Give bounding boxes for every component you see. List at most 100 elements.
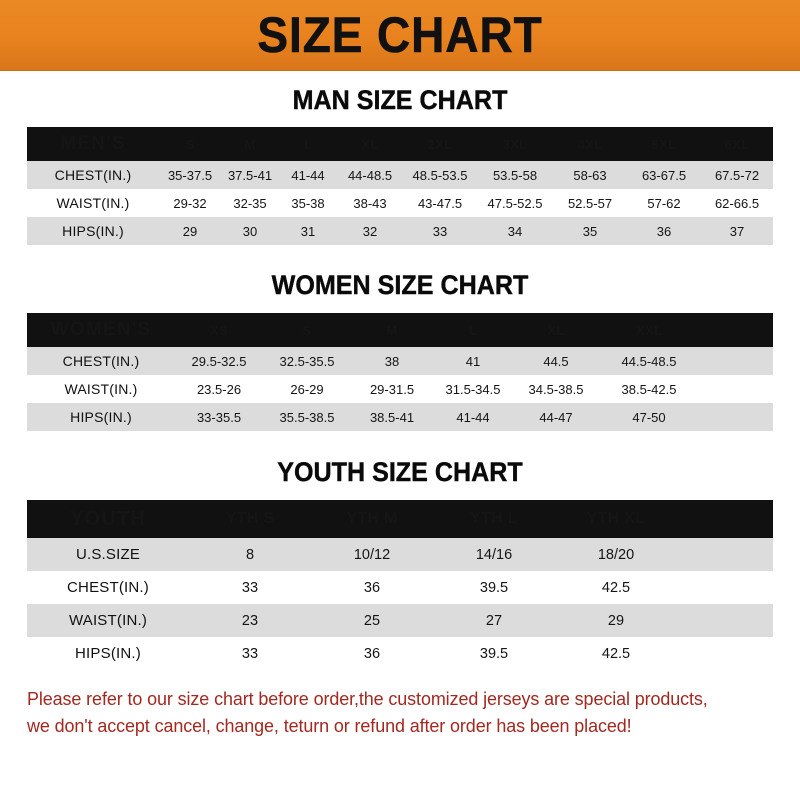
women-chest-4: 44.5: [513, 347, 599, 375]
table-row: WAIST(IN.) 23 25 27 29: [27, 604, 773, 637]
youth-waist-3: 29: [555, 604, 677, 637]
table-row: WAIST(IN.) 23.5-26 26-29 29-31.5 31.5-34…: [27, 375, 773, 403]
youth-chest-0: 33: [189, 571, 311, 604]
men-waist-0: 29-32: [159, 189, 221, 217]
men-chest-2: 41-44: [279, 161, 337, 189]
youth-chest-4: [677, 571, 773, 604]
men-size-table: MEN'S S M L XL 2XL 3XL 4XL 5XL 6XL CHEST…: [27, 127, 773, 245]
youth-header-row: YOUTH YTH S YTH M YTH L YTH XL: [27, 500, 773, 538]
youth-row-label-ussize: U.S.SIZE: [27, 538, 189, 571]
men-waist-8: 62-66.5: [701, 189, 773, 217]
youth-chest-3: 42.5: [555, 571, 677, 604]
men-size-col-6: 4XL: [553, 127, 627, 161]
men-hips-2: 31: [279, 217, 337, 245]
men-waist-5: 47.5-52.5: [477, 189, 553, 217]
youth-size-col-4: [677, 500, 773, 538]
section-men: MAN SIZE CHART MEN'S S M L XL 2XL 3XL 4X…: [0, 85, 800, 245]
youth-waist-0: 23: [189, 604, 311, 637]
men-hips-6: 35: [553, 217, 627, 245]
men-size-col-5: 3XL: [477, 127, 553, 161]
section-title-men: MAN SIZE CHART: [292, 85, 508, 115]
men-size-col-2: L: [279, 127, 337, 161]
men-hips-4: 33: [403, 217, 477, 245]
youth-hips-0: 33: [189, 637, 311, 670]
women-waist-6: [699, 375, 773, 403]
youth-chest-2: 39.5: [433, 571, 555, 604]
youth-hips-3: 42.5: [555, 637, 677, 670]
men-chest-4: 48.5-53.5: [403, 161, 477, 189]
men-hips-7: 36: [627, 217, 701, 245]
men-waist-2: 35-38: [279, 189, 337, 217]
men-chest-6: 58-63: [553, 161, 627, 189]
men-hips-3: 32: [337, 217, 403, 245]
youth-hips-2: 39.5: [433, 637, 555, 670]
women-hips-4: 44-47: [513, 403, 599, 431]
table-row: CHEST(IN.) 35-37.5 37.5-41 41-44 44-48.5…: [27, 161, 773, 189]
men-row-label-waist: WAIST(IN.): [27, 189, 159, 217]
women-row-label-waist: WAIST(IN.): [27, 375, 175, 403]
section-title-women: WOMEN SIZE CHART: [271, 270, 529, 300]
men-size-col-8: 6XL: [701, 127, 773, 161]
women-hips-5: 47-50: [599, 403, 699, 431]
women-waist-4: 34.5-38.5: [513, 375, 599, 403]
men-size-col-7: 5XL: [627, 127, 701, 161]
women-size-col-3: L: [433, 313, 513, 347]
youth-size-table: YOUTH YTH S YTH M YTH L YTH XL U.S.SIZE …: [27, 500, 773, 670]
women-waist-2: 29-31.5: [351, 375, 433, 403]
women-waist-0: 23.5-26: [175, 375, 263, 403]
women-size-col-6: [699, 313, 773, 347]
women-chest-1: 32.5-35.5: [263, 347, 351, 375]
youth-row-label-header: YOUTH: [27, 500, 189, 538]
men-hips-5: 34: [477, 217, 553, 245]
men-size-col-0: S: [159, 127, 221, 161]
women-size-col-4: XL: [513, 313, 599, 347]
youth-row-label-chest: CHEST(IN.): [27, 571, 189, 604]
women-hips-6: [699, 403, 773, 431]
page-title: SIZE CHART: [257, 7, 543, 63]
women-row-label-hips: HIPS(IN.): [27, 403, 175, 431]
women-hips-0: 33-35.5: [175, 403, 263, 431]
men-waist-6: 52.5-57: [553, 189, 627, 217]
women-size-col-1: S: [263, 313, 351, 347]
footer-disclaimer: Please refer to our size chart before or…: [27, 686, 751, 740]
women-hips-3: 41-44: [433, 403, 513, 431]
men-size-col-1: M: [221, 127, 279, 161]
men-chest-5: 53.5-58: [477, 161, 553, 189]
men-hips-1: 30: [221, 217, 279, 245]
women-size-col-0: XS: [175, 313, 263, 347]
youth-row-label-hips: HIPS(IN.): [27, 637, 189, 670]
footer-line-2: we don't accept cancel, change, teturn o…: [27, 714, 632, 736]
women-waist-5: 38.5-42.5: [599, 375, 699, 403]
women-size-col-2: M: [351, 313, 433, 347]
women-chest-3: 41: [433, 347, 513, 375]
youth-size-col-0: YTH S: [189, 500, 311, 538]
table-row: HIPS(IN.) 33-35.5 35.5-38.5 38.5-41 41-4…: [27, 403, 773, 431]
youth-ussize-1: 10/12: [311, 538, 433, 571]
men-header-row: MEN'S S M L XL 2XL 3XL 4XL 5XL 6XL: [27, 127, 773, 161]
women-header-row: WOMEN'S XS S M L XL XXL: [27, 313, 773, 347]
table-row: HIPS(IN.) 33 36 39.5 42.5: [27, 637, 773, 670]
men-chest-1: 37.5-41: [221, 161, 279, 189]
youth-size-col-3: YTH XL: [555, 500, 677, 538]
men-chest-8: 67.5-72: [701, 161, 773, 189]
youth-chest-1: 36: [311, 571, 433, 604]
youth-size-col-1: YTH M: [311, 500, 433, 538]
men-hips-0: 29: [159, 217, 221, 245]
women-chest-0: 29.5-32.5: [175, 347, 263, 375]
youth-hips-4: [677, 637, 773, 670]
men-waist-4: 43-47.5: [403, 189, 477, 217]
men-waist-1: 32-35: [221, 189, 279, 217]
men-waist-3: 38-43: [337, 189, 403, 217]
women-chest-5: 44.5-48.5: [599, 347, 699, 375]
table-row: U.S.SIZE 8 10/12 14/16 18/20: [27, 538, 773, 571]
table-row: CHEST(IN.) 33 36 39.5 42.5: [27, 571, 773, 604]
women-waist-1: 26-29: [263, 375, 351, 403]
women-chest-6: [699, 347, 773, 375]
section-youth: YOUTH SIZE CHART YOUTH YTH S YTH M YTH L…: [0, 457, 800, 670]
youth-ussize-2: 14/16: [433, 538, 555, 571]
table-row: CHEST(IN.) 29.5-32.5 32.5-35.5 38 41 44.…: [27, 347, 773, 375]
youth-row-label-waist: WAIST(IN.): [27, 604, 189, 637]
women-row-label-chest: CHEST(IN.): [27, 347, 175, 375]
table-row: HIPS(IN.) 29 30 31 32 33 34 35 36 37: [27, 217, 773, 245]
